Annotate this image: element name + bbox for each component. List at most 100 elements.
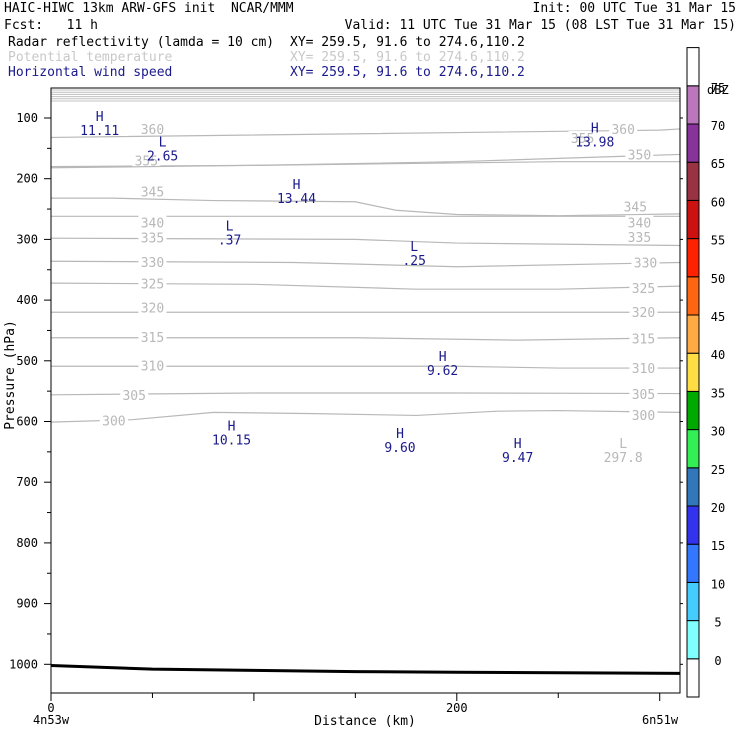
colorbar-label: 50: [711, 272, 725, 286]
chart-title: HAIC-HIWC 13km ARW-GFS init NCAR/MMM: [4, 1, 294, 16]
theta-contour-label: 350: [628, 148, 651, 163]
wind-extremum-marker: H: [228, 420, 236, 435]
colorbar-swatch: [686, 123, 700, 163]
theta-label-bg: [625, 215, 654, 229]
colorbar-label: 40: [711, 348, 725, 362]
theta-label-bg: [625, 229, 654, 243]
x-tick-label: 0: [47, 701, 54, 715]
colorbar-label: 30: [711, 425, 725, 439]
y-tick-label: 100: [16, 111, 38, 125]
colorbar-label: 70: [711, 119, 725, 133]
init-time: Init: 00 UTC Tue 31 Mar 15: [532, 1, 737, 16]
theta-extremum-value: 297.8: [604, 451, 643, 466]
theta-label-bg: [138, 215, 167, 229]
theta-contour-label: 325: [141, 278, 164, 293]
terrain-line: [51, 664, 680, 675]
wind-extremum-marker: H: [591, 122, 599, 137]
colorbar-swatch: [686, 467, 700, 507]
x-endpoint-right: 6n51w: [642, 713, 679, 727]
theta-label-bg: [132, 153, 161, 167]
colorbar-label: 15: [711, 539, 725, 553]
theta-label-bg: [99, 413, 128, 427]
colorbar-swatch: [686, 581, 700, 622]
theta-label-bg: [120, 387, 149, 401]
colorbar-label: 45: [711, 310, 725, 324]
x-axis-title: Distance (km): [314, 714, 416, 729]
theta-contour-345: [51, 197, 680, 217]
theta-contour-330: [51, 260, 680, 268]
theta-contour-label: 320: [632, 306, 655, 321]
wind-extremum-value: 11.11: [80, 124, 119, 139]
theta-label-bg: [629, 361, 658, 375]
colorbar-label: 25: [711, 463, 725, 477]
colorbar-swatch: [686, 429, 700, 469]
colorbar-label: 65: [711, 157, 725, 171]
theta-label-bg: [631, 255, 660, 269]
wind-extremum-marker: H: [96, 110, 104, 125]
theta-contour-label: 345: [141, 185, 164, 200]
colorbar-swatch: [686, 238, 700, 278]
field-xy-reflectivity: XY= 259.5, 91.6 to 274.6,110.2: [290, 35, 525, 50]
theta-label-bg: [625, 147, 654, 161]
colorbar-label: 20: [711, 501, 725, 515]
wind-extremum-value: 13.44: [277, 192, 316, 207]
theta-contour-label: 355: [135, 154, 158, 169]
theta-contour-label: 335: [628, 231, 651, 246]
y-tick-label: 200: [16, 172, 38, 186]
colorbar-label: 75: [711, 81, 725, 95]
theta-contour-label: 360: [141, 123, 164, 138]
theta-label-bg: [629, 305, 658, 319]
theta-label-bg: [629, 280, 658, 294]
theta-label-bg: [138, 330, 167, 344]
y-axis-title: Pressure (hPa): [3, 320, 18, 430]
theta-label-bg: [138, 254, 167, 268]
colorbar-swatch: [686, 658, 700, 698]
theta-contour-label: 345: [624, 201, 647, 216]
theta-label-bg: [138, 121, 167, 135]
wind-extremum-value: .25: [402, 254, 425, 269]
theta-contour-350: [51, 161, 680, 169]
colorbar-label: 0: [714, 654, 721, 668]
colorbar-swatch: [686, 505, 700, 545]
theta-contour-label: 305: [632, 388, 655, 403]
x-tick-label: 200: [446, 701, 468, 715]
theta-contour-label: 300: [102, 414, 125, 429]
field-xy-wind: XY= 259.5, 91.6 to 274.6,110.2: [290, 65, 525, 80]
colorbar-swatch: [686, 47, 700, 87]
wind-extremum-marker: H: [439, 350, 447, 365]
theta-contour-label: 340: [141, 216, 164, 231]
theta-contour-300: [51, 409, 680, 423]
theta-contour-label: 340: [628, 216, 651, 231]
theta-contour-label: 330: [141, 256, 164, 271]
colorbar-label: 5: [714, 616, 721, 630]
colorbar-swatch: [686, 352, 700, 392]
theta-contour-315: [51, 337, 680, 341]
theta-contour-label: 315: [632, 332, 655, 347]
colorbar-swatch: [686, 199, 700, 240]
colorbar-swatch: [686, 276, 700, 316]
theta-contour-label: 310: [632, 362, 655, 377]
field-name-theta: Potential temperature: [8, 50, 173, 65]
theta-contour-label: 355: [571, 132, 594, 147]
theta-label-bg: [609, 121, 638, 135]
y-tick-label: 600: [16, 415, 38, 429]
theta-contour-325: [51, 282, 680, 290]
colorbar-label: 35: [711, 386, 725, 400]
wind-extremum-marker: H: [396, 427, 404, 442]
theta-contour-305: [51, 392, 680, 396]
y-tick-label: 400: [16, 293, 38, 307]
wind-extremum-value: 9.62: [427, 364, 458, 379]
theta-contour-360: [51, 128, 680, 139]
theta-label-bg: [621, 199, 650, 213]
valid-time: Valid: 11 UTC Tue 31 Mar 15 (08 LST Tue …: [344, 18, 736, 33]
y-tick-label: 800: [16, 536, 38, 550]
theta-contour-label: 325: [632, 282, 655, 297]
colorbar-swatch: [686, 161, 700, 201]
y-tick-label: 300: [16, 232, 38, 246]
wind-extremum-value: 9.60: [384, 441, 415, 456]
theta-label-bg: [138, 276, 167, 290]
theta-contour-label: 300: [632, 409, 655, 424]
